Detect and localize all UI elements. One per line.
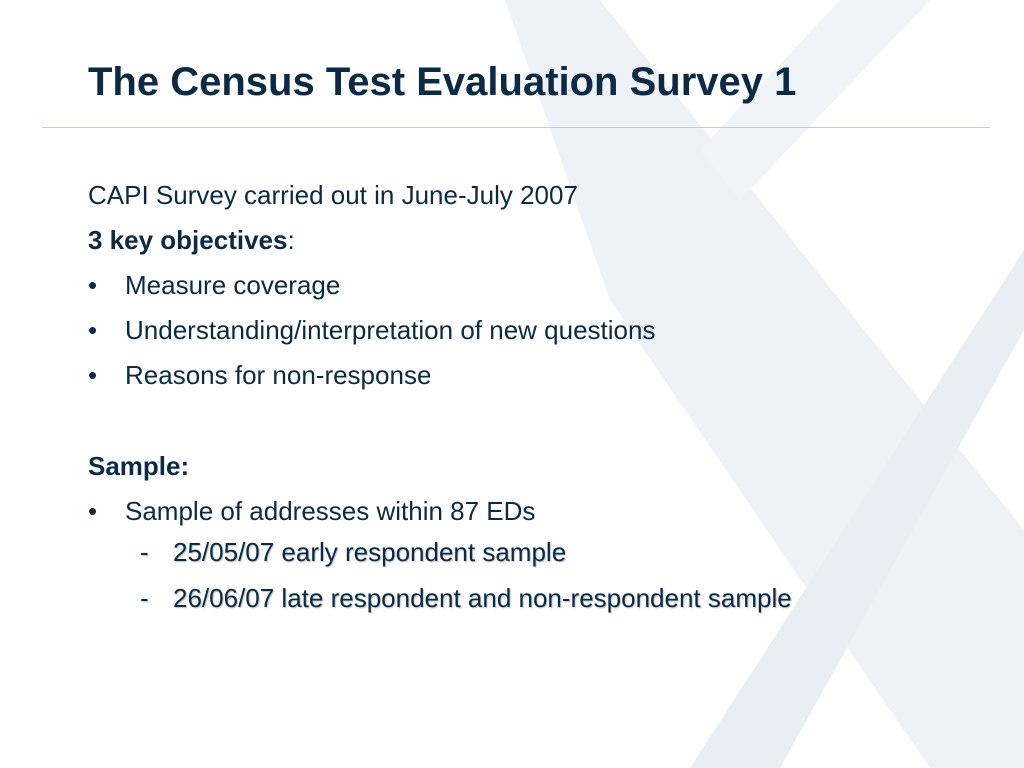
objective-item: • Understanding/interpretation of new qu… — [88, 308, 948, 353]
bullet-icon: • — [88, 270, 98, 300]
section-spacer — [88, 398, 948, 444]
dash-icon: - — [140, 537, 149, 567]
objective-item: • Measure coverage — [88, 263, 948, 308]
sample-item-label: Sample of addresses within 87 EDs — [125, 496, 536, 526]
bullet-icon: • — [88, 360, 98, 390]
objectives-heading-colon: : — [287, 225, 295, 255]
intro-text: CAPI Survey carried out in June-July 200… — [88, 180, 578, 210]
dash-icon: - — [140, 583, 149, 613]
sample-subitem: - 26/06/07 late respondent and non-respo… — [88, 580, 948, 616]
objective-item-label: Understanding/interpretation of new ques… — [125, 315, 656, 345]
sample-subitem-label: 26/06/07 late respondent and non-respond… — [173, 583, 792, 613]
objective-item-label: Measure coverage — [125, 270, 341, 300]
slide-title: The Census Test Evaluation Survey 1 — [88, 60, 797, 104]
objectives-heading-label: 3 key objectives — [88, 225, 288, 255]
objective-item: • Reasons for non-response — [88, 353, 948, 398]
objectives-heading: 3 key objectives: — [88, 218, 948, 263]
title-divider — [42, 127, 990, 128]
sample-heading: Sample: — [88, 451, 190, 481]
slide-body: CAPI Survey carried out in June-July 200… — [88, 173, 948, 626]
bullet-icon: • — [88, 496, 98, 526]
sample-subitem: - 25/05/07 early respondent sample — [88, 534, 948, 570]
objective-item-label: Reasons for non-response — [125, 360, 432, 390]
bullet-icon: • — [88, 315, 98, 345]
sample-item: • Sample of addresses within 87 EDs — [88, 489, 948, 534]
sample-subitem-label: 25/05/07 early respondent sample — [173, 537, 567, 567]
